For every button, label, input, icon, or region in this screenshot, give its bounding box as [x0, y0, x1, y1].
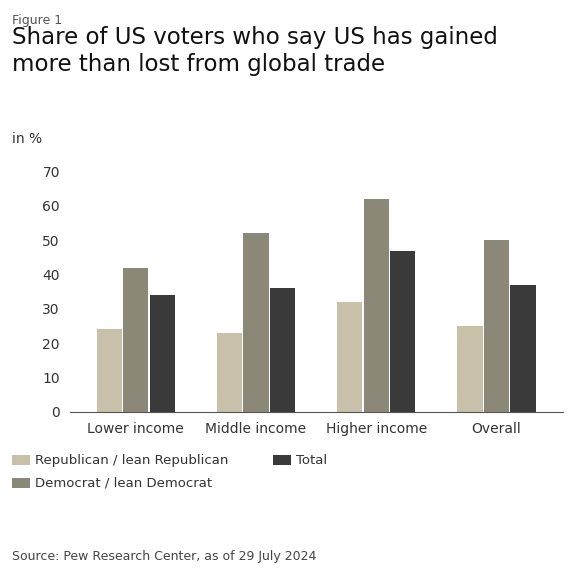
- Text: Figure 1: Figure 1: [12, 14, 61, 27]
- Bar: [270, 288, 295, 412]
- Text: Share of US voters who say US has gained
more than lost from global trade: Share of US voters who say US has gained…: [12, 26, 498, 76]
- Bar: [150, 295, 175, 412]
- Text: Democrat / lean Democrat: Democrat / lean Democrat: [35, 477, 212, 490]
- Bar: [337, 302, 362, 412]
- Text: in %: in %: [12, 132, 42, 146]
- Bar: [510, 285, 535, 412]
- Bar: [364, 199, 389, 412]
- Text: Source: Pew Research Center, as of 29 July 2024: Source: Pew Research Center, as of 29 Ju…: [12, 550, 316, 563]
- Text: Total: Total: [296, 454, 327, 467]
- Text: Republican / lean Republican: Republican / lean Republican: [35, 454, 228, 467]
- Bar: [97, 329, 122, 412]
- Bar: [244, 233, 269, 412]
- Bar: [390, 251, 415, 412]
- Bar: [217, 333, 242, 412]
- Bar: [458, 326, 483, 412]
- Bar: [123, 268, 148, 412]
- Bar: [484, 240, 509, 412]
